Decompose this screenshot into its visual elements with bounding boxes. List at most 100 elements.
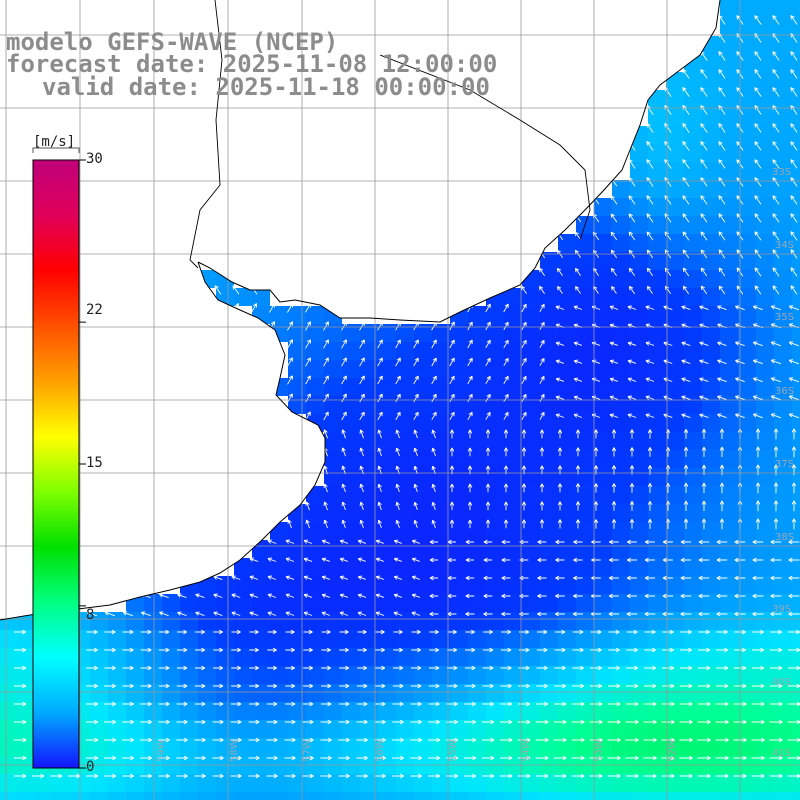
field-cell bbox=[774, 684, 792, 702]
wind-arrow bbox=[249, 683, 260, 689]
wind-arrow bbox=[500, 701, 513, 707]
wind-arrow bbox=[104, 647, 116, 653]
field-cell bbox=[504, 504, 522, 522]
field-cell bbox=[126, 666, 144, 684]
field-cell bbox=[414, 486, 432, 504]
field-cell bbox=[774, 216, 792, 234]
field-cell bbox=[648, 162, 666, 180]
wind-arrow bbox=[374, 737, 387, 743]
field-cell bbox=[288, 630, 306, 648]
wind-arrow bbox=[770, 377, 782, 383]
field-cell bbox=[342, 468, 360, 486]
wind-arrow bbox=[375, 647, 386, 653]
wind-arrow bbox=[500, 683, 512, 689]
field-cell bbox=[792, 108, 800, 126]
wind-arrow bbox=[447, 647, 458, 653]
wind-arrow bbox=[230, 719, 242, 725]
wind-arrow bbox=[267, 647, 277, 653]
field-cell bbox=[702, 720, 720, 738]
field-cell bbox=[396, 666, 414, 684]
field-cell bbox=[522, 684, 540, 702]
wind-arrow bbox=[608, 683, 621, 689]
field-cell bbox=[666, 180, 684, 198]
field-cell bbox=[702, 684, 720, 702]
wind-arrow bbox=[593, 519, 599, 529]
wind-arrow bbox=[716, 539, 728, 545]
wind-arrow bbox=[680, 575, 692, 581]
field-cell bbox=[450, 522, 468, 540]
wind-arrow bbox=[554, 647, 566, 653]
field-cell bbox=[522, 594, 540, 612]
wind-arrow bbox=[323, 519, 328, 529]
field-cell bbox=[774, 198, 792, 216]
field-cell bbox=[396, 504, 414, 522]
wind-arrow bbox=[248, 737, 260, 743]
wind-arrow bbox=[212, 719, 224, 725]
wind-arrow bbox=[609, 395, 619, 400]
field-cell bbox=[162, 774, 180, 792]
wind-arrow bbox=[715, 719, 729, 725]
wind-arrow bbox=[715, 737, 729, 743]
wind-arrow bbox=[607, 755, 621, 761]
field-cell bbox=[216, 684, 234, 702]
field-cell bbox=[666, 306, 684, 324]
field-cell bbox=[774, 702, 792, 720]
field-cell bbox=[774, 270, 792, 288]
wind-arrow bbox=[645, 359, 655, 364]
field-cell bbox=[486, 774, 504, 792]
field-cell bbox=[576, 594, 594, 612]
field-cell bbox=[126, 684, 144, 702]
wind-arrow bbox=[395, 447, 400, 457]
wind-arrow bbox=[321, 557, 331, 562]
field-cell bbox=[648, 648, 666, 666]
field-cell bbox=[396, 720, 414, 738]
field-cell bbox=[612, 666, 630, 684]
wind-arrow bbox=[700, 123, 708, 133]
wind-arrow bbox=[662, 629, 674, 635]
field-cell bbox=[504, 432, 522, 450]
field-cell bbox=[558, 720, 576, 738]
wind-arrow bbox=[321, 539, 331, 544]
wind-arrow bbox=[323, 357, 329, 367]
wind-arrow bbox=[359, 393, 365, 403]
wind-arrow bbox=[698, 647, 711, 653]
field-cell bbox=[666, 414, 684, 432]
wind-arrow bbox=[176, 665, 188, 671]
field-cell bbox=[756, 612, 774, 630]
wind-arrow bbox=[717, 305, 727, 311]
wind-arrow bbox=[555, 413, 565, 418]
wind-arrow bbox=[644, 629, 656, 635]
field-cell bbox=[630, 378, 648, 396]
wind-arrow bbox=[682, 105, 690, 115]
field-cell bbox=[270, 576, 288, 594]
field-cell bbox=[702, 468, 720, 486]
wind-arrow bbox=[754, 285, 762, 295]
lon-label-55w: 55W bbox=[448, 739, 459, 762]
field-cell bbox=[684, 216, 702, 234]
field-cell bbox=[504, 360, 522, 378]
wind-arrow bbox=[339, 647, 349, 653]
wind-arrow bbox=[752, 611, 764, 617]
field-cell bbox=[378, 720, 396, 738]
field-cell bbox=[702, 198, 720, 216]
title-model: modelo GEFS-WAVE (NCEP) bbox=[6, 28, 339, 56]
field-cell bbox=[342, 342, 360, 360]
wind-arrow bbox=[661, 701, 675, 707]
field-cell bbox=[432, 738, 450, 756]
field-cell bbox=[684, 684, 702, 702]
wind-arrow bbox=[413, 339, 419, 349]
wind-arrow bbox=[682, 267, 690, 277]
field-cell bbox=[360, 666, 378, 684]
wind-arrow bbox=[357, 575, 366, 580]
field-cell bbox=[432, 486, 450, 504]
colorbar-tick-22: 22 bbox=[86, 302, 103, 318]
wind-arrow bbox=[249, 557, 259, 562]
field-cell bbox=[666, 450, 684, 468]
wind-arrow bbox=[755, 482, 761, 494]
wind-arrow bbox=[699, 341, 709, 347]
field-cell bbox=[684, 720, 702, 738]
field-cell bbox=[540, 396, 558, 414]
field-cell bbox=[360, 414, 378, 432]
wind-arrow bbox=[158, 737, 170, 743]
field-cell bbox=[774, 666, 792, 684]
